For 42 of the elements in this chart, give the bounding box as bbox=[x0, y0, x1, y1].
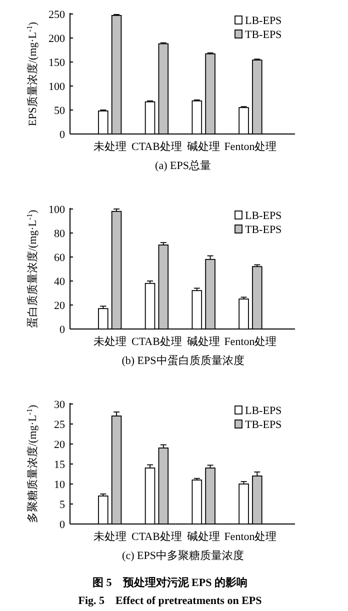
text: (c) EPS中多聚糖质量浓度 bbox=[122, 549, 244, 562]
x-tick-label: 未处理 bbox=[93, 335, 126, 348]
y-tick-label: 40 bbox=[54, 276, 66, 288]
x-tick-label: 碱处理 bbox=[187, 335, 220, 348]
y-tick-label: 25 bbox=[54, 419, 66, 431]
y-tick-label: 20 bbox=[54, 439, 66, 451]
x-tick-label: 未处理 bbox=[93, 140, 126, 153]
y-tick-label: 20 bbox=[54, 300, 66, 312]
y-tick-label: 30 bbox=[54, 399, 66, 411]
y-tick-label: 150 bbox=[48, 57, 66, 69]
y-tick-label: 200 bbox=[48, 33, 66, 45]
x-tick-label: CTAB处理 bbox=[131, 140, 182, 153]
legend-label: TB-EPS bbox=[245, 29, 282, 41]
y-tick-label: 0 bbox=[60, 129, 66, 141]
y-tick-label: 5 bbox=[60, 499, 66, 511]
legend-label: LB-EPS bbox=[245, 15, 282, 27]
y-tick-label: 0 bbox=[60, 519, 66, 531]
x-tick-label: Fenton处理 bbox=[224, 335, 277, 348]
x-tick-label: Fenton处理 bbox=[224, 140, 277, 153]
y-tick-label: 10 bbox=[54, 479, 66, 491]
caption: 图 5 预处理对污泥 EPS 的影响 bbox=[92, 576, 248, 589]
y-tick-label: 250 bbox=[48, 9, 66, 21]
legend-label: TB-EPS bbox=[245, 419, 282, 431]
y-tick-label: 60 bbox=[54, 252, 66, 264]
y-tick-label: 100 bbox=[48, 204, 66, 216]
x-tick-label: 碱处理 bbox=[187, 530, 220, 543]
legend-label: LB-EPS bbox=[245, 405, 282, 417]
legend-label: LB-EPS bbox=[245, 210, 282, 222]
x-tick-label: CTAB处理 bbox=[131, 530, 182, 543]
y-tick-label: 100 bbox=[48, 81, 66, 93]
y-tick-label: 80 bbox=[54, 228, 66, 240]
y-tick-label: 15 bbox=[54, 459, 66, 471]
x-tick-label: 未处理 bbox=[93, 530, 126, 543]
caption: Fig. 5 Effect of pretreatments on EPS bbox=[78, 595, 262, 607]
text: (a) EPS总量 bbox=[155, 159, 211, 172]
y-tick-label: 0 bbox=[60, 324, 66, 336]
x-tick-label: 碱处理 bbox=[187, 140, 220, 153]
text: (b) EPS中蛋白质质量浓度 bbox=[122, 354, 244, 367]
x-tick-label: CTAB处理 bbox=[131, 335, 182, 348]
y-tick-label: 50 bbox=[54, 105, 66, 117]
x-tick-label: Fenton处理 bbox=[224, 530, 277, 543]
legend-label: TB-EPS bbox=[245, 224, 282, 236]
